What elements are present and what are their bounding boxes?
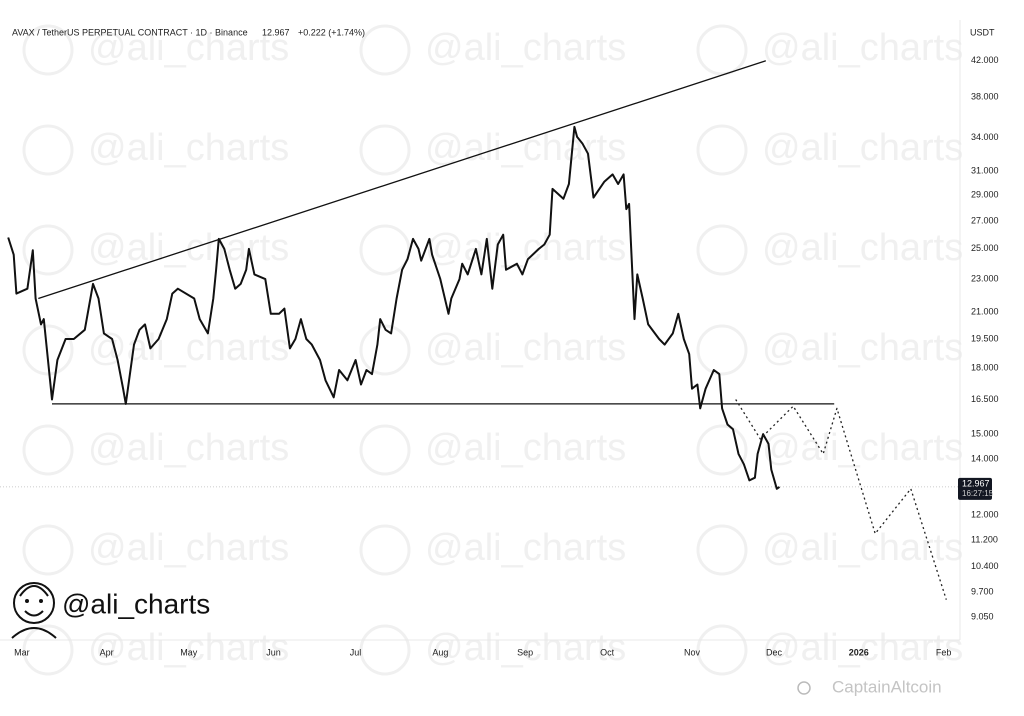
x-tick-label: May — [180, 647, 198, 657]
watermark-face — [22, 324, 74, 376]
watermarks: @ali_charts @ali_charts @ali_charts @ali_ch… — [22, 24, 963, 676]
y-tick-label: 14.000 — [971, 453, 999, 463]
price-label: 12.967 — [962, 478, 990, 488]
watermark-text: @ali_charts — [762, 327, 963, 369]
header-price: 12.967 — [262, 27, 290, 37]
watermark-text: @ali_charts — [762, 227, 963, 269]
watermark-text: @ali_charts — [425, 127, 626, 169]
y-axis-label: USDT — [970, 27, 995, 37]
x-tick-label: 2026 — [849, 647, 869, 657]
y-tick-label: 42.000 — [971, 55, 999, 65]
y-tick-label: 34.000 — [971, 132, 999, 142]
y-tick-label: 18.000 — [971, 362, 999, 372]
credit-icon — [797, 681, 811, 695]
watermark-face — [696, 324, 748, 376]
watermark-text: @ali_charts — [88, 427, 289, 469]
y-tick-label: 10.400 — [971, 561, 999, 571]
y-tick-label: 27.000 — [971, 215, 999, 225]
y-tick-label: 16.500 — [971, 394, 999, 404]
watermark-text: @ali_charts — [762, 527, 963, 569]
watermark-text: @ali_charts — [425, 227, 626, 269]
watermark-face — [696, 24, 748, 76]
y-tick-label: 38.000 — [971, 91, 999, 101]
y-tick-label: 29.000 — [971, 189, 999, 199]
watermark-text: @ali_charts — [88, 127, 289, 169]
watermark-face — [359, 524, 411, 576]
watermark-text: @ali_charts — [425, 427, 626, 469]
watermark-text: @ali_charts — [425, 27, 626, 69]
chart-title: AVAX / TetherUS PERPETUAL CONTRACT · 1D … — [12, 27, 248, 37]
x-tick-label: Oct — [600, 647, 615, 657]
logo-eye — [25, 599, 29, 603]
watermark-face — [359, 124, 411, 176]
watermark-face — [22, 224, 74, 276]
header-change: +0.222 (+1.74%) — [298, 27, 365, 37]
series-line — [7, 125, 781, 490]
watermark-face — [696, 524, 748, 576]
watermark-text: @ali_charts — [425, 327, 626, 369]
logo-smile — [24, 610, 44, 617]
watermark-face — [359, 24, 411, 76]
x-tick-label: Sep — [517, 647, 533, 657]
y-tick-label: 9.050 — [971, 612, 994, 622]
y-tick-label: 31.000 — [971, 165, 999, 175]
watermark-text: @ali_charts — [88, 327, 289, 369]
watermark-face — [696, 424, 748, 476]
watermark-text: @ali_charts — [762, 127, 963, 169]
watermark-face — [696, 124, 748, 176]
watermark-face — [359, 324, 411, 376]
watermark-face — [22, 24, 74, 76]
watermark-face — [359, 424, 411, 476]
watermark-face — [696, 624, 748, 676]
logo-body — [11, 627, 57, 639]
y-tick-label: 15.000 — [971, 428, 999, 438]
series-line — [38, 60, 767, 300]
watermark-face — [22, 624, 74, 676]
watermark-face — [22, 424, 74, 476]
y-tick-label: 9.700 — [971, 586, 994, 596]
watermark-text: @ali_charts — [88, 527, 289, 569]
countdown-label: 16:27:15 — [962, 489, 994, 498]
x-tick-label: Feb — [936, 647, 952, 657]
watermark-face — [359, 624, 411, 676]
logo-hair — [19, 585, 49, 597]
x-tick-label: Dec — [766, 647, 783, 657]
watermark-text: @ali_charts — [88, 27, 289, 69]
series-line — [735, 399, 947, 600]
logo — [11, 582, 57, 639]
x-tick-label: Nov — [684, 647, 701, 657]
watermark-text: @ali_charts — [762, 627, 963, 669]
x-tick-label: Jun — [266, 647, 281, 657]
y-tick-label: 11.200 — [971, 534, 998, 544]
y-tick-label: 12.000 — [971, 509, 999, 519]
credit-text: CaptainAltcoin — [832, 677, 942, 696]
y-tick-label: 21.000 — [971, 306, 999, 316]
watermark-text: @ali_charts — [425, 527, 626, 569]
watermark-face — [22, 124, 74, 176]
x-tick-label: Jul — [350, 647, 362, 657]
logo-text: @ali_charts — [62, 588, 210, 619]
x-tick-label: Aug — [432, 647, 448, 657]
watermark-text: @ali_charts — [762, 27, 963, 69]
watermark-text: @ali_charts — [762, 427, 963, 469]
y-tick-label: 19.500 — [971, 333, 999, 343]
y-tick-label: 23.000 — [971, 273, 999, 283]
logo-face — [13, 582, 55, 624]
watermark-text: @ali_charts — [88, 227, 289, 269]
watermark-face — [696, 224, 748, 276]
watermark-text: @ali_charts — [88, 627, 289, 669]
watermark-face — [22, 524, 74, 576]
watermark-text: @ali_charts — [425, 627, 626, 669]
logo-eye — [39, 599, 43, 603]
y-tick-label: 25.000 — [971, 243, 999, 253]
x-tick-label: Mar — [14, 647, 30, 657]
price-label-box — [958, 477, 992, 500]
x-tick-label: Apr — [100, 647, 114, 657]
